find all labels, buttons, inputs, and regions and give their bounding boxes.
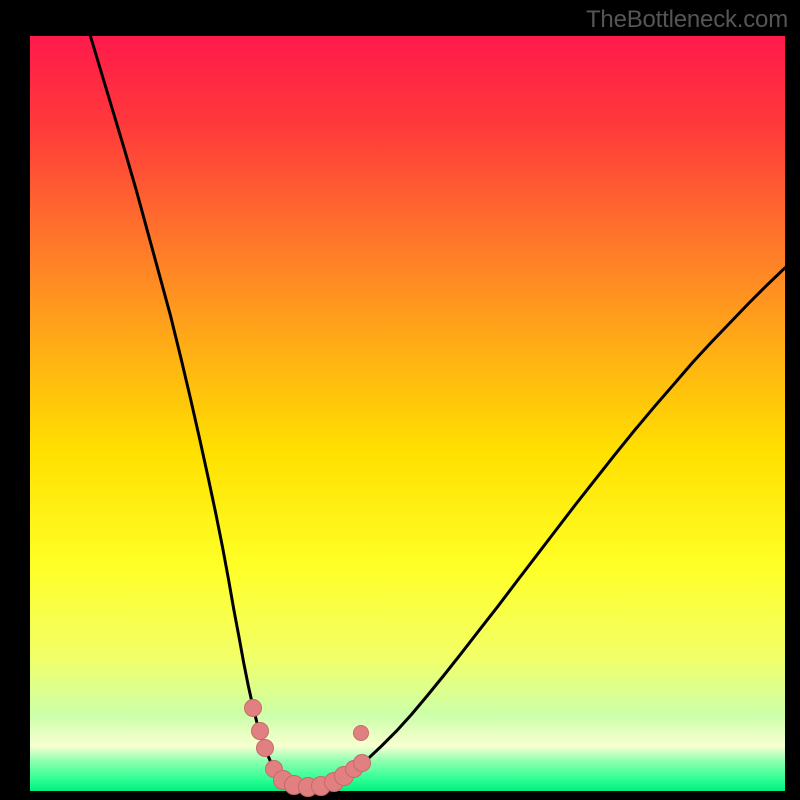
curve-left — [90, 36, 307, 787]
data-marker — [256, 739, 274, 757]
data-marker — [244, 699, 262, 717]
data-marker — [353, 725, 369, 741]
watermark-label: TheBottleneck.com — [586, 6, 788, 34]
curve-right — [308, 268, 785, 787]
data-marker — [353, 754, 371, 772]
data-marker — [251, 722, 269, 740]
chart-frame: TheBottleneck.com — [0, 0, 800, 800]
curve-layer — [0, 0, 800, 800]
